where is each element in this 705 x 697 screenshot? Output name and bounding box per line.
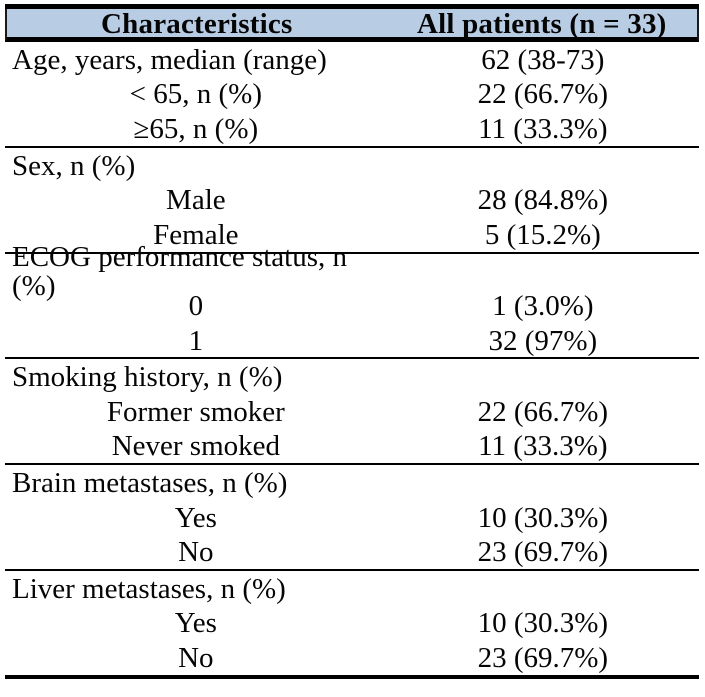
- table-row: Never smoked 11 (33.3%): [5, 429, 699, 464]
- row-value: 5 (15.2%): [484, 218, 601, 251]
- row-value: 32 (97%): [488, 324, 598, 357]
- table-row: Brain metastases, n (%): [5, 465, 699, 500]
- table-row: Liver metastases, n (%): [5, 571, 699, 606]
- row-label: Female: [153, 218, 239, 251]
- row-label: Age, years, median (range): [12, 43, 327, 76]
- row-value: [387, 481, 699, 483]
- row-value: [387, 164, 699, 166]
- section-sex: Sex, n (%) Male 28 (84.8%) Female 5 (15.…: [5, 148, 699, 254]
- table-row: Age, years, median (range) 62 (38-73): [5, 42, 699, 77]
- table-header-row: Characteristics All patients (n = 33): [5, 9, 699, 42]
- table-row: ECOG performance status, n (%): [5, 242, 699, 300]
- table-row: ≥65, n (%) 11 (33.3%): [5, 111, 699, 146]
- row-label: Never smoked: [111, 430, 280, 463]
- row-value: [387, 376, 699, 378]
- table-row: Female 5 (15.2%): [5, 217, 699, 252]
- row-value: [387, 270, 699, 272]
- row-value: 10 (30.3%): [477, 501, 609, 534]
- row-label: Brain metastases, n (%): [12, 466, 288, 499]
- row-label: Liver metastases, n (%): [12, 572, 286, 605]
- row-label: ECOG performance status, n (%): [12, 240, 348, 302]
- section-age: Age, years, median (range) 62 (38-73) < …: [5, 42, 699, 148]
- row-value: 11 (33.3%): [478, 112, 608, 145]
- row-value: [387, 587, 699, 589]
- row-label: Male: [166, 184, 226, 217]
- table-row: No 23 (69.7%): [5, 534, 699, 569]
- row-label: ≥65, n (%): [133, 112, 259, 145]
- row-label: 0: [188, 289, 204, 322]
- table-row: No 23 (69.7%): [5, 640, 699, 675]
- row-label: < 65, n (%): [129, 78, 262, 111]
- table-row: Smoking history, n (%): [5, 359, 699, 394]
- section-smoking: Smoking history, n (%) Former smoker 22 …: [5, 359, 699, 466]
- table-row: Yes 10 (30.3%): [5, 500, 699, 535]
- table-row: < 65, n (%) 22 (66.7%): [5, 77, 699, 112]
- column-header-all-patients: All patients (n = 33): [416, 7, 667, 40]
- table-row: Sex, n (%): [5, 148, 699, 183]
- patient-characteristics-table: Characteristics All patients (n = 33) Ag…: [5, 4, 699, 679]
- table-row: Former smoker 22 (66.7%): [5, 394, 699, 429]
- section-liver-metastases: Liver metastases, n (%) Yes 10 (30.3%) N…: [5, 571, 699, 675]
- row-label: 1: [188, 324, 204, 357]
- row-label: Former smoker: [106, 395, 285, 428]
- row-label: No: [178, 641, 214, 674]
- row-value: 23 (69.7%): [477, 641, 609, 674]
- row-value: 22 (66.7%): [477, 78, 609, 111]
- row-value: 28 (84.8%): [477, 184, 609, 217]
- column-header-characteristics: Characteristics: [101, 7, 293, 40]
- row-value: 11 (33.3%): [478, 430, 608, 463]
- table-row: 1 32 (97%): [5, 323, 699, 358]
- table-row: Male 28 (84.8%): [5, 182, 699, 217]
- row-value: 22 (66.7%): [477, 395, 609, 428]
- row-value: 23 (69.7%): [477, 536, 609, 569]
- row-label: No: [178, 536, 214, 569]
- row-value: 1 (3.0%): [492, 289, 594, 322]
- section-brain-metastases: Brain metastases, n (%) Yes 10 (30.3%) N…: [5, 465, 699, 571]
- section-ecog: ECOG performance status, n (%) 0 1 (3.0%…: [5, 242, 699, 360]
- row-label: Sex, n (%): [12, 149, 136, 182]
- row-value: 10 (30.3%): [477, 607, 609, 640]
- row-label: Yes: [174, 501, 217, 534]
- table-row: 0 1 (3.0%): [5, 288, 699, 323]
- table-row: Yes 10 (30.3%): [5, 606, 699, 641]
- row-label: Smoking history, n (%): [12, 361, 283, 394]
- row-label: Yes: [174, 607, 217, 640]
- row-value: 62 (38-73): [481, 43, 605, 76]
